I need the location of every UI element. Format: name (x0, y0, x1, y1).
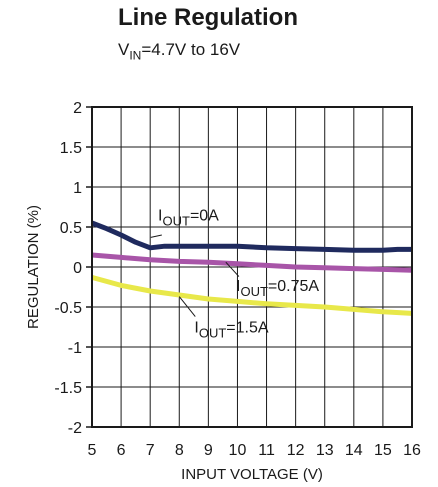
chart-title: Line Regulation (118, 4, 298, 31)
y-tick-label: -2 (68, 420, 82, 437)
y-tick-label: -1.5 (54, 380, 82, 397)
y-tick-label: 0.5 (60, 220, 82, 237)
x-axis-label: INPUT VOLTAGE (V) (181, 466, 323, 483)
series-label-0: IOUT=0A (158, 208, 219, 229)
chart-subtitle: VIN=4.7V to 16V (118, 40, 240, 62)
y-tick-label: 0 (73, 260, 82, 277)
x-tick-label: 14 (345, 442, 363, 459)
axis-ticks: 5 6 7 8 9 10 11 12 13 14 15 16 2 1.5 1 0.5 0 -0.5 -1 -1.5 -2 (54, 100, 421, 459)
x-tick-label: 12 (287, 442, 305, 459)
series-label-1: IOUT=0.75A (236, 278, 319, 299)
y-tick-label: 1.5 (60, 140, 82, 157)
y-tick-label: 1 (73, 180, 82, 197)
x-tick-label: 8 (175, 442, 184, 459)
x-tick-label: 10 (229, 442, 247, 459)
series-label-2: IOUT=1.5A (194, 320, 268, 341)
annotation-leader (178, 296, 196, 317)
grid-lines (92, 107, 412, 427)
subtitle-suffix: =4.7V to 16V (141, 40, 241, 59)
y-tick-label: 2 (73, 100, 82, 117)
annotation-leader (225, 261, 240, 277)
x-tick-label: 16 (403, 442, 421, 459)
x-tick-label: 9 (204, 442, 213, 459)
x-tick-label: 5 (88, 442, 97, 459)
y-tick-label: -0.5 (54, 300, 82, 317)
series-line-1 (91, 252, 413, 273)
subtitle-subscript: IN (129, 48, 142, 63)
series-annotations: IOUT=0A IOUT=0.75A IOUT=1.5A (150, 208, 319, 341)
x-tick-label: 11 (258, 442, 275, 459)
x-tick-label: 13 (316, 442, 334, 459)
annotation-leader (150, 234, 162, 238)
series-line-2 (91, 274, 413, 316)
y-tick-label: -1 (68, 340, 82, 357)
x-tick-label: 6 (117, 442, 126, 459)
x-tick-label: 7 (146, 442, 155, 459)
y-axis-label: REGULATION (%) (25, 205, 42, 329)
x-tick-label: 15 (374, 442, 392, 459)
series-line-0 (91, 220, 412, 253)
subtitle-prefix: V (118, 40, 130, 59)
series-lines (91, 220, 413, 316)
